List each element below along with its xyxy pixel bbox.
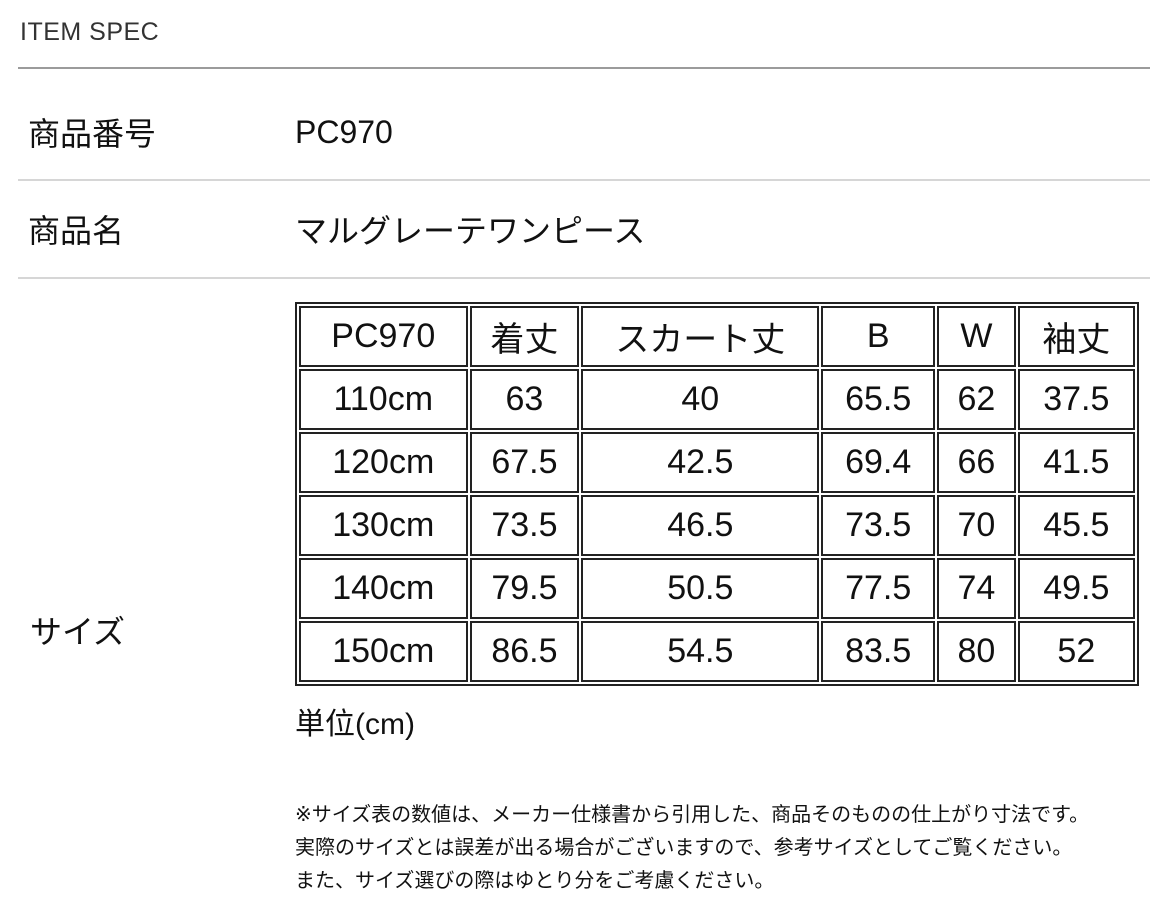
table-header-cell: B [821, 306, 936, 367]
size-label: サイズ [30, 614, 126, 650]
row-divider [18, 179, 1150, 181]
table-cell: 73.5 [469, 495, 580, 556]
table-cell: 110cm [299, 369, 468, 430]
table-cell: 140cm [299, 558, 468, 619]
item-number-value: PC970 [295, 113, 393, 150]
table-header-cell: スカート丈 [581, 306, 820, 367]
page-title: ITEM SPEC [20, 18, 160, 46]
size-table-row-150cm: 150cm 86.5 54.5 83.5 80 52 [299, 621, 1135, 682]
table-cell: 79.5 [469, 558, 580, 619]
table-cell: 41.5 [1017, 432, 1135, 493]
table-cell: 130cm [299, 495, 468, 556]
table-cell: 70 [937, 495, 1016, 556]
table-cell: 67.5 [469, 432, 580, 493]
table-cell: 77.5 [821, 558, 936, 619]
table-cell: 66 [937, 432, 1016, 493]
size-table-row-140cm: 140cm 79.5 50.5 77.5 74 49.5 [299, 558, 1135, 619]
item-name-value: マルグレーテワンピース [295, 213, 646, 249]
size-table-row-120cm: 120cm 67.5 42.5 69.4 66 41.5 [299, 432, 1135, 493]
note-line: 実際のサイズとは誤差が出る場合がございますので、参考サイズとしてご覧ください。 [295, 837, 1073, 859]
note-line: また、サイズ選びの際はゆとり分をご考慮ください。 [295, 870, 775, 892]
table-cell: 52 [1017, 621, 1135, 682]
size-table-header-row: PC970 着丈 スカート丈 B W 袖丈 [299, 306, 1135, 367]
table-cell: 65.5 [821, 369, 936, 430]
table-header-cell: 袖丈 [1017, 306, 1135, 367]
item-number-label: 商品番号 [28, 116, 157, 152]
item-name-label: 商品名 [28, 213, 125, 249]
table-cell: 86.5 [469, 621, 580, 682]
table-cell: 73.5 [821, 495, 936, 556]
table-cell: 50.5 [581, 558, 820, 619]
unit-label: 単位(cm) [295, 708, 415, 741]
table-header-cell: PC970 [299, 306, 468, 367]
size-table-row-130cm: 130cm 73.5 46.5 73.5 70 45.5 [299, 495, 1135, 556]
size-section: サイズ PC970 着丈 スカート丈 B W 袖丈 [0, 279, 1168, 898]
table-cell: 46.5 [581, 495, 820, 556]
spec-row-item-name: 商品名 マルグレーテワンピース [0, 181, 1168, 277]
table-cell: 120cm [299, 432, 468, 493]
size-table-row-110cm: 110cm 63 40 65.5 62 37.5 [299, 369, 1135, 430]
table-cell: 63 [469, 369, 580, 430]
table-cell: 69.4 [821, 432, 936, 493]
spec-row-item-number: 商品番号 PC970 [0, 69, 1168, 179]
size-table: PC970 着丈 スカート丈 B W 袖丈 110cm 63 40 65.5 6… [295, 302, 1139, 686]
table-cell: 80 [937, 621, 1016, 682]
table-header-cell: W [937, 306, 1016, 367]
table-cell: 150cm [299, 621, 468, 682]
table-cell: 42.5 [581, 432, 820, 493]
table-cell: 83.5 [821, 621, 936, 682]
table-header-cell: 着丈 [469, 306, 580, 367]
size-notes: ※サイズ表の数値は、メーカー仕様書から引用した、商品そのものの仕上がり寸法です。… [295, 799, 1168, 898]
table-cell: 62 [937, 369, 1016, 430]
table-cell: 37.5 [1017, 369, 1135, 430]
table-cell: 49.5 [1017, 558, 1135, 619]
note-line: ※サイズ表の数値は、メーカー仕様書から引用した、商品そのものの仕上がり寸法です。 [295, 804, 1090, 826]
row-divider [18, 277, 1150, 279]
table-cell: 54.5 [581, 621, 820, 682]
size-content: PC970 着丈 スカート丈 B W 袖丈 110cm 63 40 65.5 6… [295, 302, 1168, 898]
table-cell: 45.5 [1017, 495, 1135, 556]
table-cell: 74 [937, 558, 1016, 619]
header-divider [18, 67, 1150, 69]
table-cell: 40 [581, 369, 820, 430]
